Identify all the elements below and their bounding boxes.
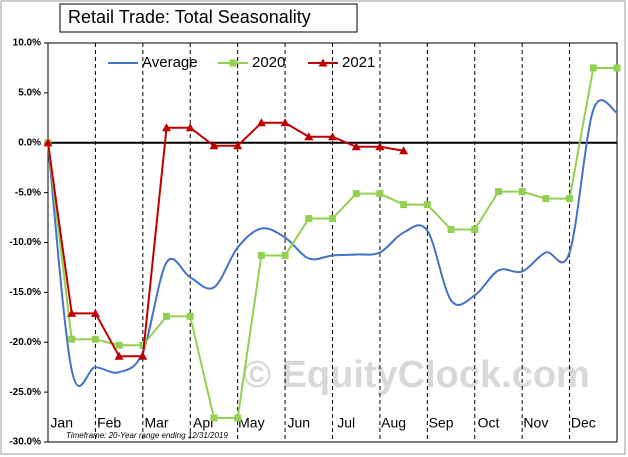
y-tick-label: -30.0%: [9, 437, 41, 448]
marker: [257, 251, 265, 259]
y-tick-label: -20.0%: [9, 337, 41, 348]
marker: [566, 195, 574, 203]
series-line: [47, 99, 618, 387]
marker: [43, 138, 53, 147]
marker: [138, 351, 148, 360]
x-tick-label: Jul: [337, 415, 355, 431]
y-tick-label: -15.0%: [9, 287, 41, 298]
marker: [233, 141, 243, 150]
series-line: [47, 121, 404, 358]
marker: [329, 215, 336, 223]
marker: [328, 132, 337, 141]
footnote: Timeframe: 20-Year range ending 12/31/20…: [66, 431, 228, 440]
x-tick-label: Mar: [144, 415, 168, 431]
marker: [185, 123, 195, 132]
marker: [139, 341, 147, 349]
x-tick-label: Jun: [288, 415, 311, 431]
chart-title: Retail Trade: Total Seasonality: [68, 7, 311, 27]
x-tick-label: Apr: [193, 415, 215, 431]
x-tick-label: Aug: [381, 415, 406, 431]
marker: [447, 226, 455, 234]
marker: [318, 58, 328, 67]
marker: [399, 146, 409, 155]
x-tick-label: Dec: [571, 415, 596, 431]
marker: [613, 64, 621, 72]
watermark: © EquityClock.com: [243, 354, 590, 396]
marker: [210, 414, 218, 422]
y-tick-label: -25.0%: [9, 387, 41, 398]
marker: [229, 59, 237, 67]
marker: [376, 190, 384, 198]
legend-label: 2020: [252, 54, 285, 71]
x-tick-label: Nov: [523, 415, 548, 431]
marker: [67, 308, 77, 317]
x-tick-label: May: [238, 415, 264, 431]
marker: [162, 123, 172, 132]
marker: [542, 195, 550, 203]
marker: [471, 226, 479, 234]
marker: [494, 188, 502, 196]
x-tick-label: Feb: [97, 415, 121, 431]
marker: [90, 308, 100, 317]
marker: [280, 118, 290, 127]
marker: [114, 351, 124, 360]
marker: [400, 201, 408, 209]
marker: [304, 132, 314, 141]
marker: [186, 312, 194, 320]
legend-label: 2021: [342, 54, 375, 71]
x-tick-label: Jan: [50, 415, 73, 431]
marker: [351, 142, 361, 151]
y-tick-label: -5.0%: [15, 187, 41, 198]
marker: [256, 118, 266, 127]
marker: [115, 341, 123, 349]
marker: [423, 201, 431, 209]
marker: [375, 142, 385, 151]
marker: [163, 312, 171, 320]
y-tick-label: -10.0%: [9, 237, 41, 248]
x-tick-label: Oct: [478, 415, 500, 431]
legend-label: Average: [142, 54, 198, 71]
marker: [234, 414, 242, 422]
title-box: [59, 3, 358, 33]
marker: [281, 251, 289, 259]
marker: [209, 141, 219, 150]
marker: [68, 335, 76, 343]
x-tick-label: Sep: [429, 415, 454, 431]
marker: [91, 335, 99, 343]
marker: [352, 190, 360, 198]
y-tick-label: 10.0%: [13, 38, 41, 49]
y-tick-label: 5.0%: [18, 88, 41, 99]
marker: [589, 64, 597, 72]
y-tick-label: 0.0%: [18, 137, 41, 148]
marker: [518, 188, 526, 196]
marker: [305, 215, 313, 223]
